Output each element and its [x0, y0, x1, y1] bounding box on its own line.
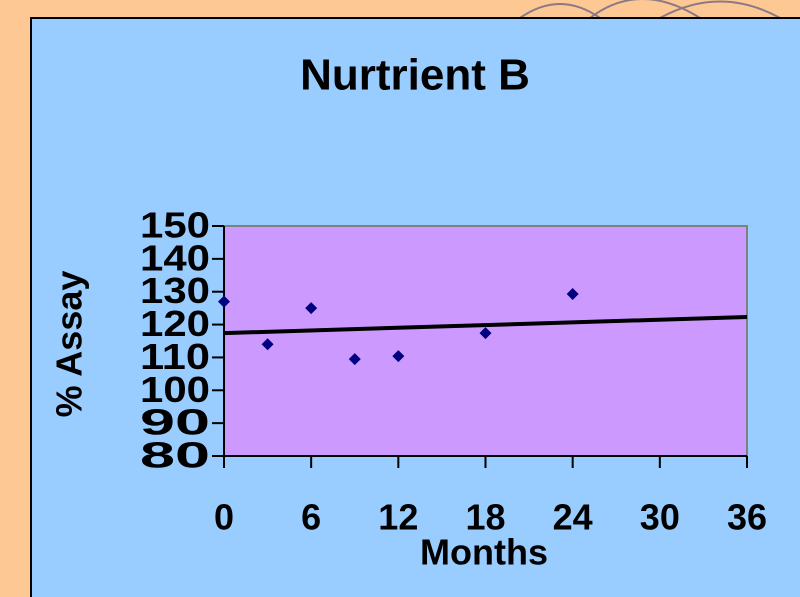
x-tick-label: 6 — [301, 497, 321, 538]
y-tick-label: 150 — [140, 205, 210, 246]
x-tick-label: 30 — [640, 497, 680, 538]
x-tick-label: 12 — [378, 497, 418, 538]
x-tick-label: 18 — [465, 497, 505, 538]
plot-area — [224, 226, 747, 456]
x-tick-label: 36 — [727, 497, 767, 538]
x-axis-title: Months — [420, 532, 548, 573]
chart: Nurtrient B Months % Assay 8090100110120… — [0, 0, 800, 597]
y-axis-title: % Assay — [49, 271, 90, 418]
page: Nurtrient B Months % Assay 8090100110120… — [0, 0, 800, 597]
chart-title: Nurtrient B — [300, 51, 530, 100]
x-tick-label: 0 — [214, 497, 234, 538]
x-tick-label: 24 — [553, 497, 593, 538]
